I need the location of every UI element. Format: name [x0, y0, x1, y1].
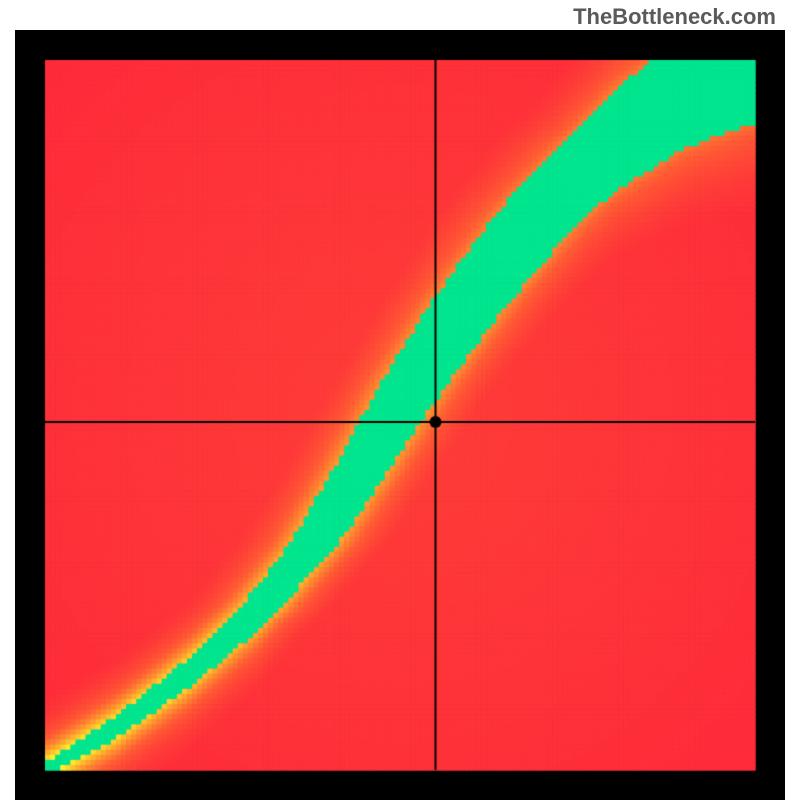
bottleneck-chart [15, 30, 785, 800]
watermark-text: TheBottleneck.com [573, 4, 776, 30]
